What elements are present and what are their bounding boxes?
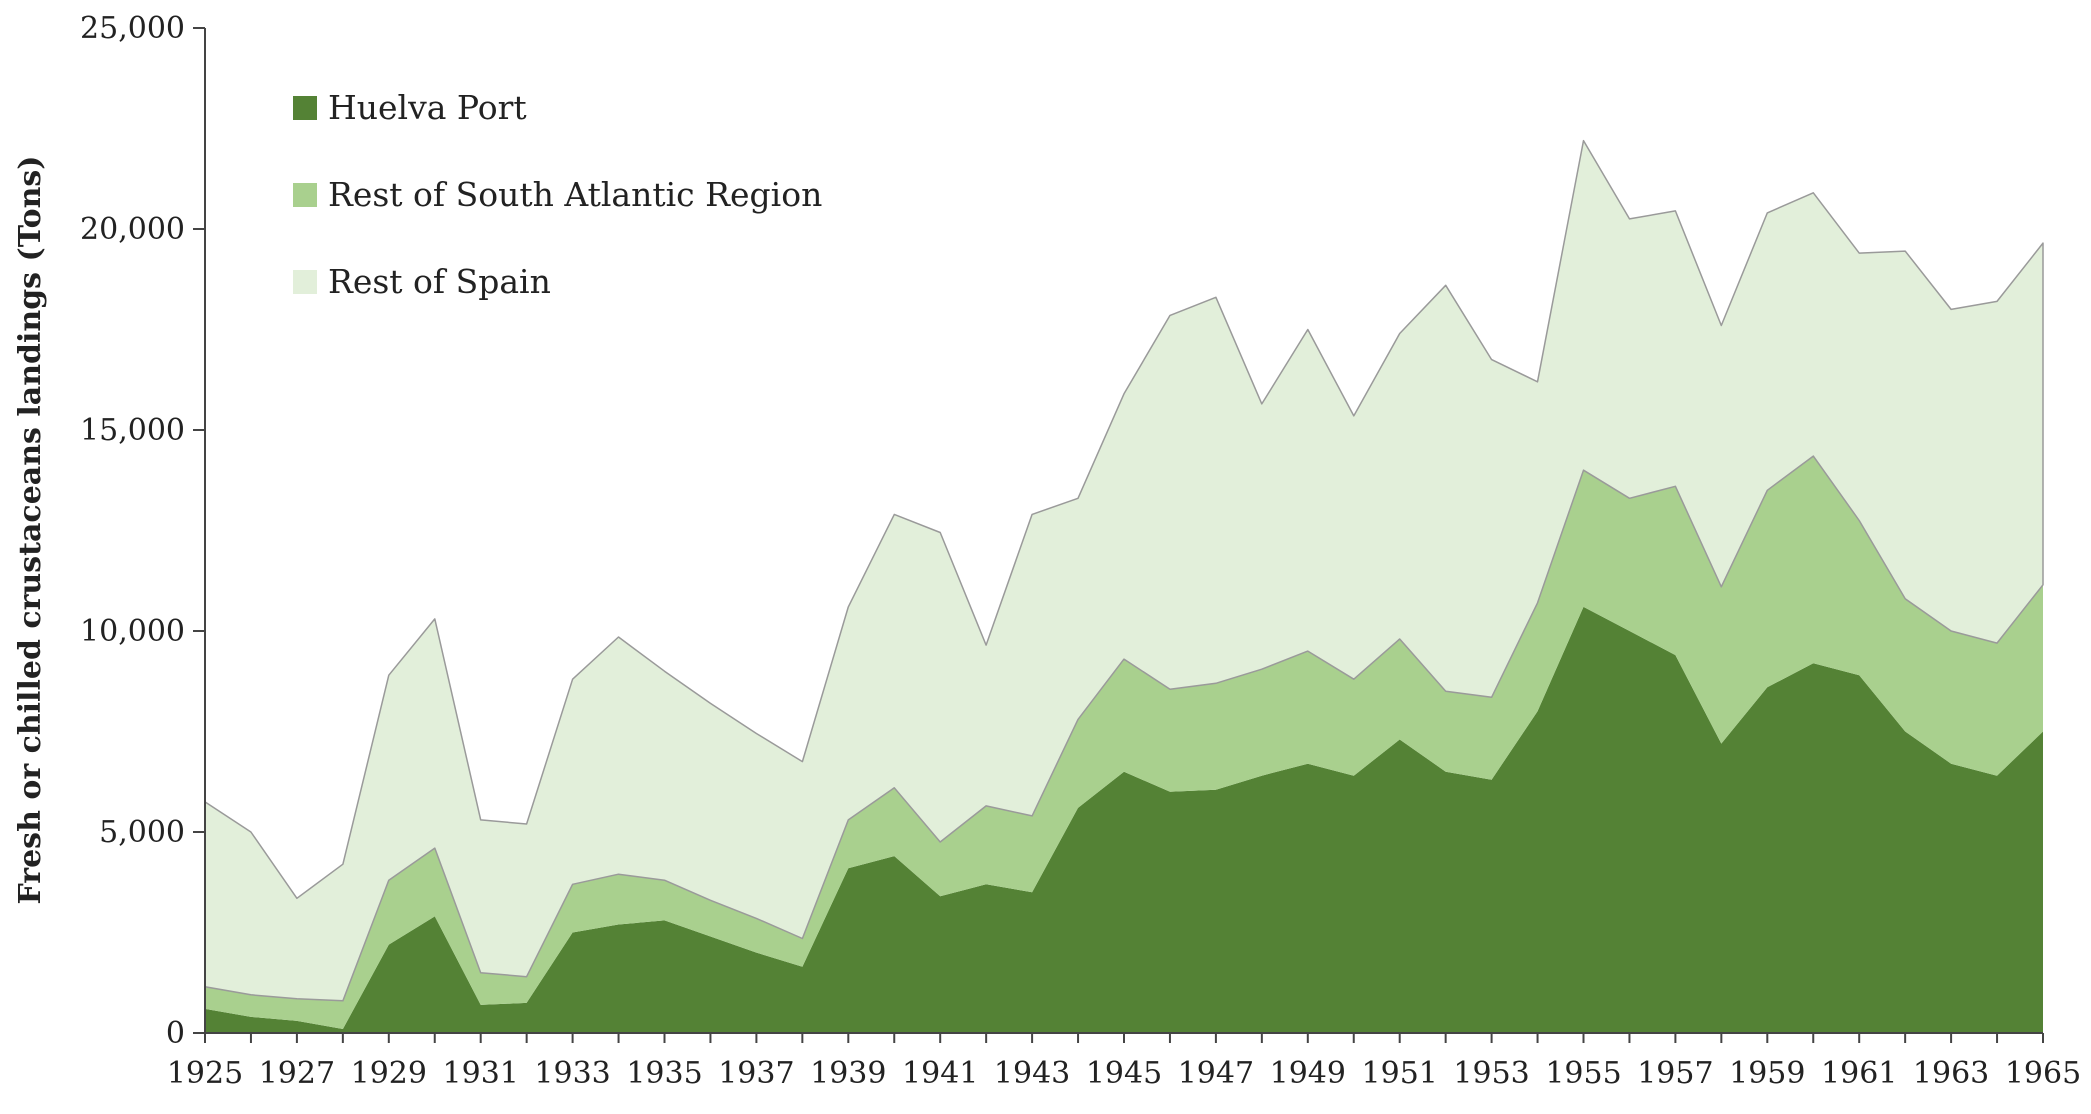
legend-swatch <box>293 270 317 294</box>
legend-swatch <box>293 96 317 120</box>
x-tick-label: 1955 <box>1545 1056 1621 1091</box>
area-series-2 <box>205 456 2043 1030</box>
x-tick-label: 1927 <box>259 1056 335 1091</box>
x-tick-label: 1925 <box>167 1056 243 1091</box>
x-tick-label: 1943 <box>994 1056 1070 1091</box>
x-tick-label: 1941 <box>902 1056 978 1091</box>
x-tick-label: 1949 <box>1270 1056 1346 1091</box>
y-tick-label: 15,000 <box>80 413 185 448</box>
y-tick-label: 10,000 <box>80 614 185 649</box>
x-tick-label: 1931 <box>443 1056 519 1091</box>
x-tick-label: 1945 <box>1086 1056 1162 1091</box>
x-tick-label: 1953 <box>1453 1056 1529 1091</box>
x-tick-label: 1965 <box>2005 1056 2081 1091</box>
legend: Huelva Port Rest of South Atlantic Region… <box>293 88 822 301</box>
legend-label: Rest of Spain <box>328 262 551 301</box>
x-tick-label: 1959 <box>1729 1056 1805 1091</box>
legend-swatch <box>293 183 317 207</box>
area-series-1 <box>205 606 2043 1033</box>
x-tick-label: 1963 <box>1913 1056 1989 1091</box>
x-tick-label: 1939 <box>810 1056 886 1091</box>
x-tick-label: 1933 <box>534 1056 610 1091</box>
y-axis-title: Fresh or chilled crustaceans landings (T… <box>13 156 48 905</box>
x-tick-label: 1957 <box>1637 1056 1713 1091</box>
x-tick-label: 1951 <box>1362 1056 1438 1091</box>
stacked-areas <box>204 139 2044 1033</box>
y-tick-label: 20,000 <box>80 212 185 247</box>
x-tick-label: 1929 <box>351 1056 427 1091</box>
y-tick-label: 0 <box>166 1016 185 1051</box>
y-tick-label: 25,000 <box>80 11 185 46</box>
x-tick-label: 1947 <box>1178 1056 1254 1091</box>
x-tick-label: 1961 <box>1821 1056 1897 1091</box>
legend-label: Rest of South Atlantic Region <box>328 175 822 214</box>
x-axis: 1925 1927 1929 1931 1933 1935 1937 1939 1941 1943… <box>167 1032 2081 1091</box>
area-series-3 <box>204 139 2044 1002</box>
y-tick-label: 5,000 <box>99 815 185 850</box>
legend-label: Huelva Port <box>328 88 527 127</box>
x-tick-label: 1935 <box>626 1056 702 1091</box>
x-tick-label: 1937 <box>718 1056 794 1091</box>
y-axis: 0 5,000 10,000 15,000 20,000 25,000 <box>80 11 206 1051</box>
